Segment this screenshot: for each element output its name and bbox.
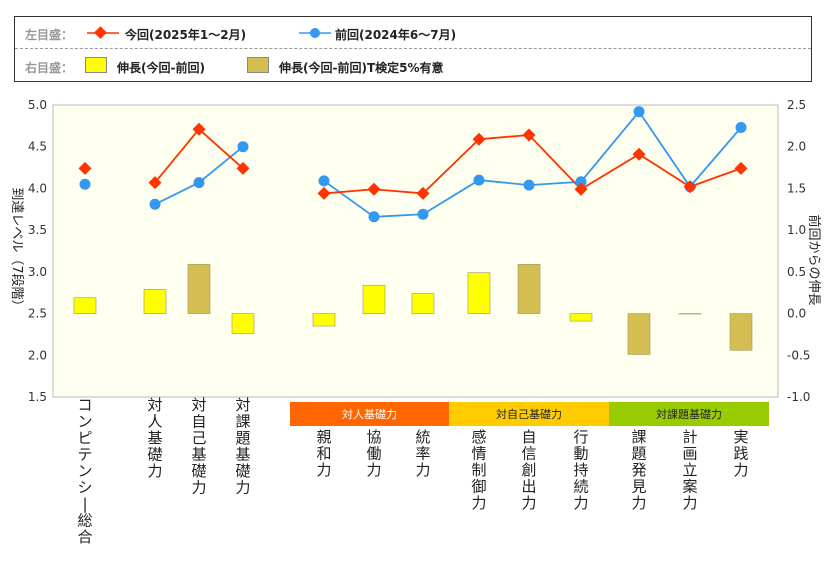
left-axis-tick-label: 4.0: [28, 181, 47, 195]
legend-box: 左目盛： 今回(2025年1～2月) 前回(2024年6～7月) 右目盛： 伸長…: [14, 16, 812, 82]
previous-series-point: [575, 176, 587, 188]
current-series-point: [192, 122, 206, 136]
current-series-point: [632, 147, 646, 161]
right-axis-tick-label: -1.0: [787, 390, 810, 404]
category-label: 対人基礎力: [147, 396, 162, 480]
plot-area: [52, 104, 779, 398]
right-axis-tick-label: 0.5: [787, 265, 806, 279]
previous-series-point: [149, 198, 161, 210]
current-series-point: [317, 186, 331, 200]
current-series-point: [78, 161, 92, 175]
previous-series-point: [79, 178, 91, 190]
current-series-legend-label: 今回(2025年1～2月): [125, 28, 247, 42]
current-series-point: [416, 186, 430, 200]
group-band: [449, 402, 609, 426]
growth-bar: [73, 297, 97, 314]
current-series-point: [734, 161, 748, 175]
current-series-legend-marker: [87, 26, 119, 39]
growth-bar-legend-label: 伸長(今回-前回): [117, 61, 205, 75]
left-axis-tick-label: 2.5: [28, 307, 47, 321]
growth-bar: [411, 293, 435, 314]
left-axis-tick-label: 3.0: [28, 265, 47, 279]
current-series-point: [367, 182, 381, 196]
previous-series-point: [633, 106, 645, 118]
growth-bar: [517, 264, 541, 314]
category-label: 課題発見力: [631, 428, 646, 512]
current-series-point: [574, 182, 588, 196]
left-axis-tick-label: 5.0: [28, 98, 47, 112]
current-series-point: [148, 176, 162, 190]
growth-bar-legend-swatch: [85, 57, 107, 73]
significant-growth-bar-legend-swatch: [247, 57, 269, 73]
previous-series-legend-marker: [299, 28, 331, 38]
previous-series-point: [473, 174, 485, 186]
category-label: 感情制御力: [471, 428, 486, 512]
category-label: 統率力: [415, 428, 430, 479]
current-series-point: [683, 180, 697, 194]
category-label: 行動持続力: [573, 428, 588, 512]
right-axis-title: 前回からの伸長: [806, 214, 822, 305]
previous-series-point: [523, 179, 535, 191]
growth-bar: [143, 289, 167, 314]
category-label: コンピテンシ|総合: [77, 396, 92, 546]
category-label: 親和力: [316, 428, 331, 479]
group-band: [290, 402, 449, 426]
previous-series-point: [368, 211, 380, 223]
right-axis-legend-label: 右目盛：: [25, 61, 74, 75]
left-axis-tick-label: 1.5: [28, 390, 47, 404]
previous-series-legend-label: 前回(2024年6～7月): [335, 28, 457, 42]
group-band: [609, 402, 769, 426]
left-axis-tick-label: 4.5: [28, 140, 47, 154]
right-axis-tick-label: 1.5: [787, 181, 806, 195]
previous-series-point: [237, 141, 249, 153]
category-label: 協働力: [366, 428, 381, 479]
growth-bar: [627, 313, 651, 355]
growth-bar: [312, 313, 336, 327]
left-axis-tick-label: 2.0: [28, 348, 47, 362]
group-band-label: 対人基礎力: [342, 407, 397, 421]
growth-bar: [362, 284, 386, 314]
left-axis-legend-label: 左目盛：: [25, 28, 74, 42]
category-label: 自信創出力: [521, 428, 536, 512]
category-label: 計画立案力: [682, 428, 697, 512]
right-axis-tick-label: 0.0: [787, 307, 806, 321]
growth-bar: [678, 313, 702, 315]
growth-bar: [729, 313, 753, 351]
category-label: 対課題基礎力: [235, 396, 250, 497]
group-band-label: 対課題基礎力: [656, 407, 722, 421]
right-axis-tick-label: -0.5: [787, 348, 810, 362]
previous-series-point: [417, 208, 429, 220]
right-axis-tick-label: 1.0: [787, 223, 806, 237]
current-series-point: [472, 132, 486, 146]
group-band-label: 対自己基礎力: [496, 407, 562, 421]
growth-bar: [231, 313, 255, 334]
left-axis-tick-label: 3.5: [28, 223, 47, 237]
right-axis-tick-label: 2.5: [787, 98, 806, 112]
current-series-point: [522, 128, 536, 142]
category-label: 実践力: [733, 428, 748, 479]
previous-series-point: [318, 175, 330, 187]
category-label: 対自己基礎力: [191, 396, 206, 497]
growth-bar: [569, 313, 593, 322]
legend-divider: [15, 48, 811, 49]
right-axis-tick-label: 2.0: [787, 140, 806, 154]
growth-bar: [467, 272, 491, 314]
current-series-point: [236, 161, 250, 175]
growth-bar: [187, 264, 211, 314]
previous-series-point: [193, 177, 205, 189]
previous-series-point: [735, 122, 747, 134]
significant-growth-bar-legend-label: 伸長(今回-前回)T検定5%有意: [279, 61, 444, 75]
left-axis-title: 到達レベル（7段階）: [9, 187, 24, 312]
